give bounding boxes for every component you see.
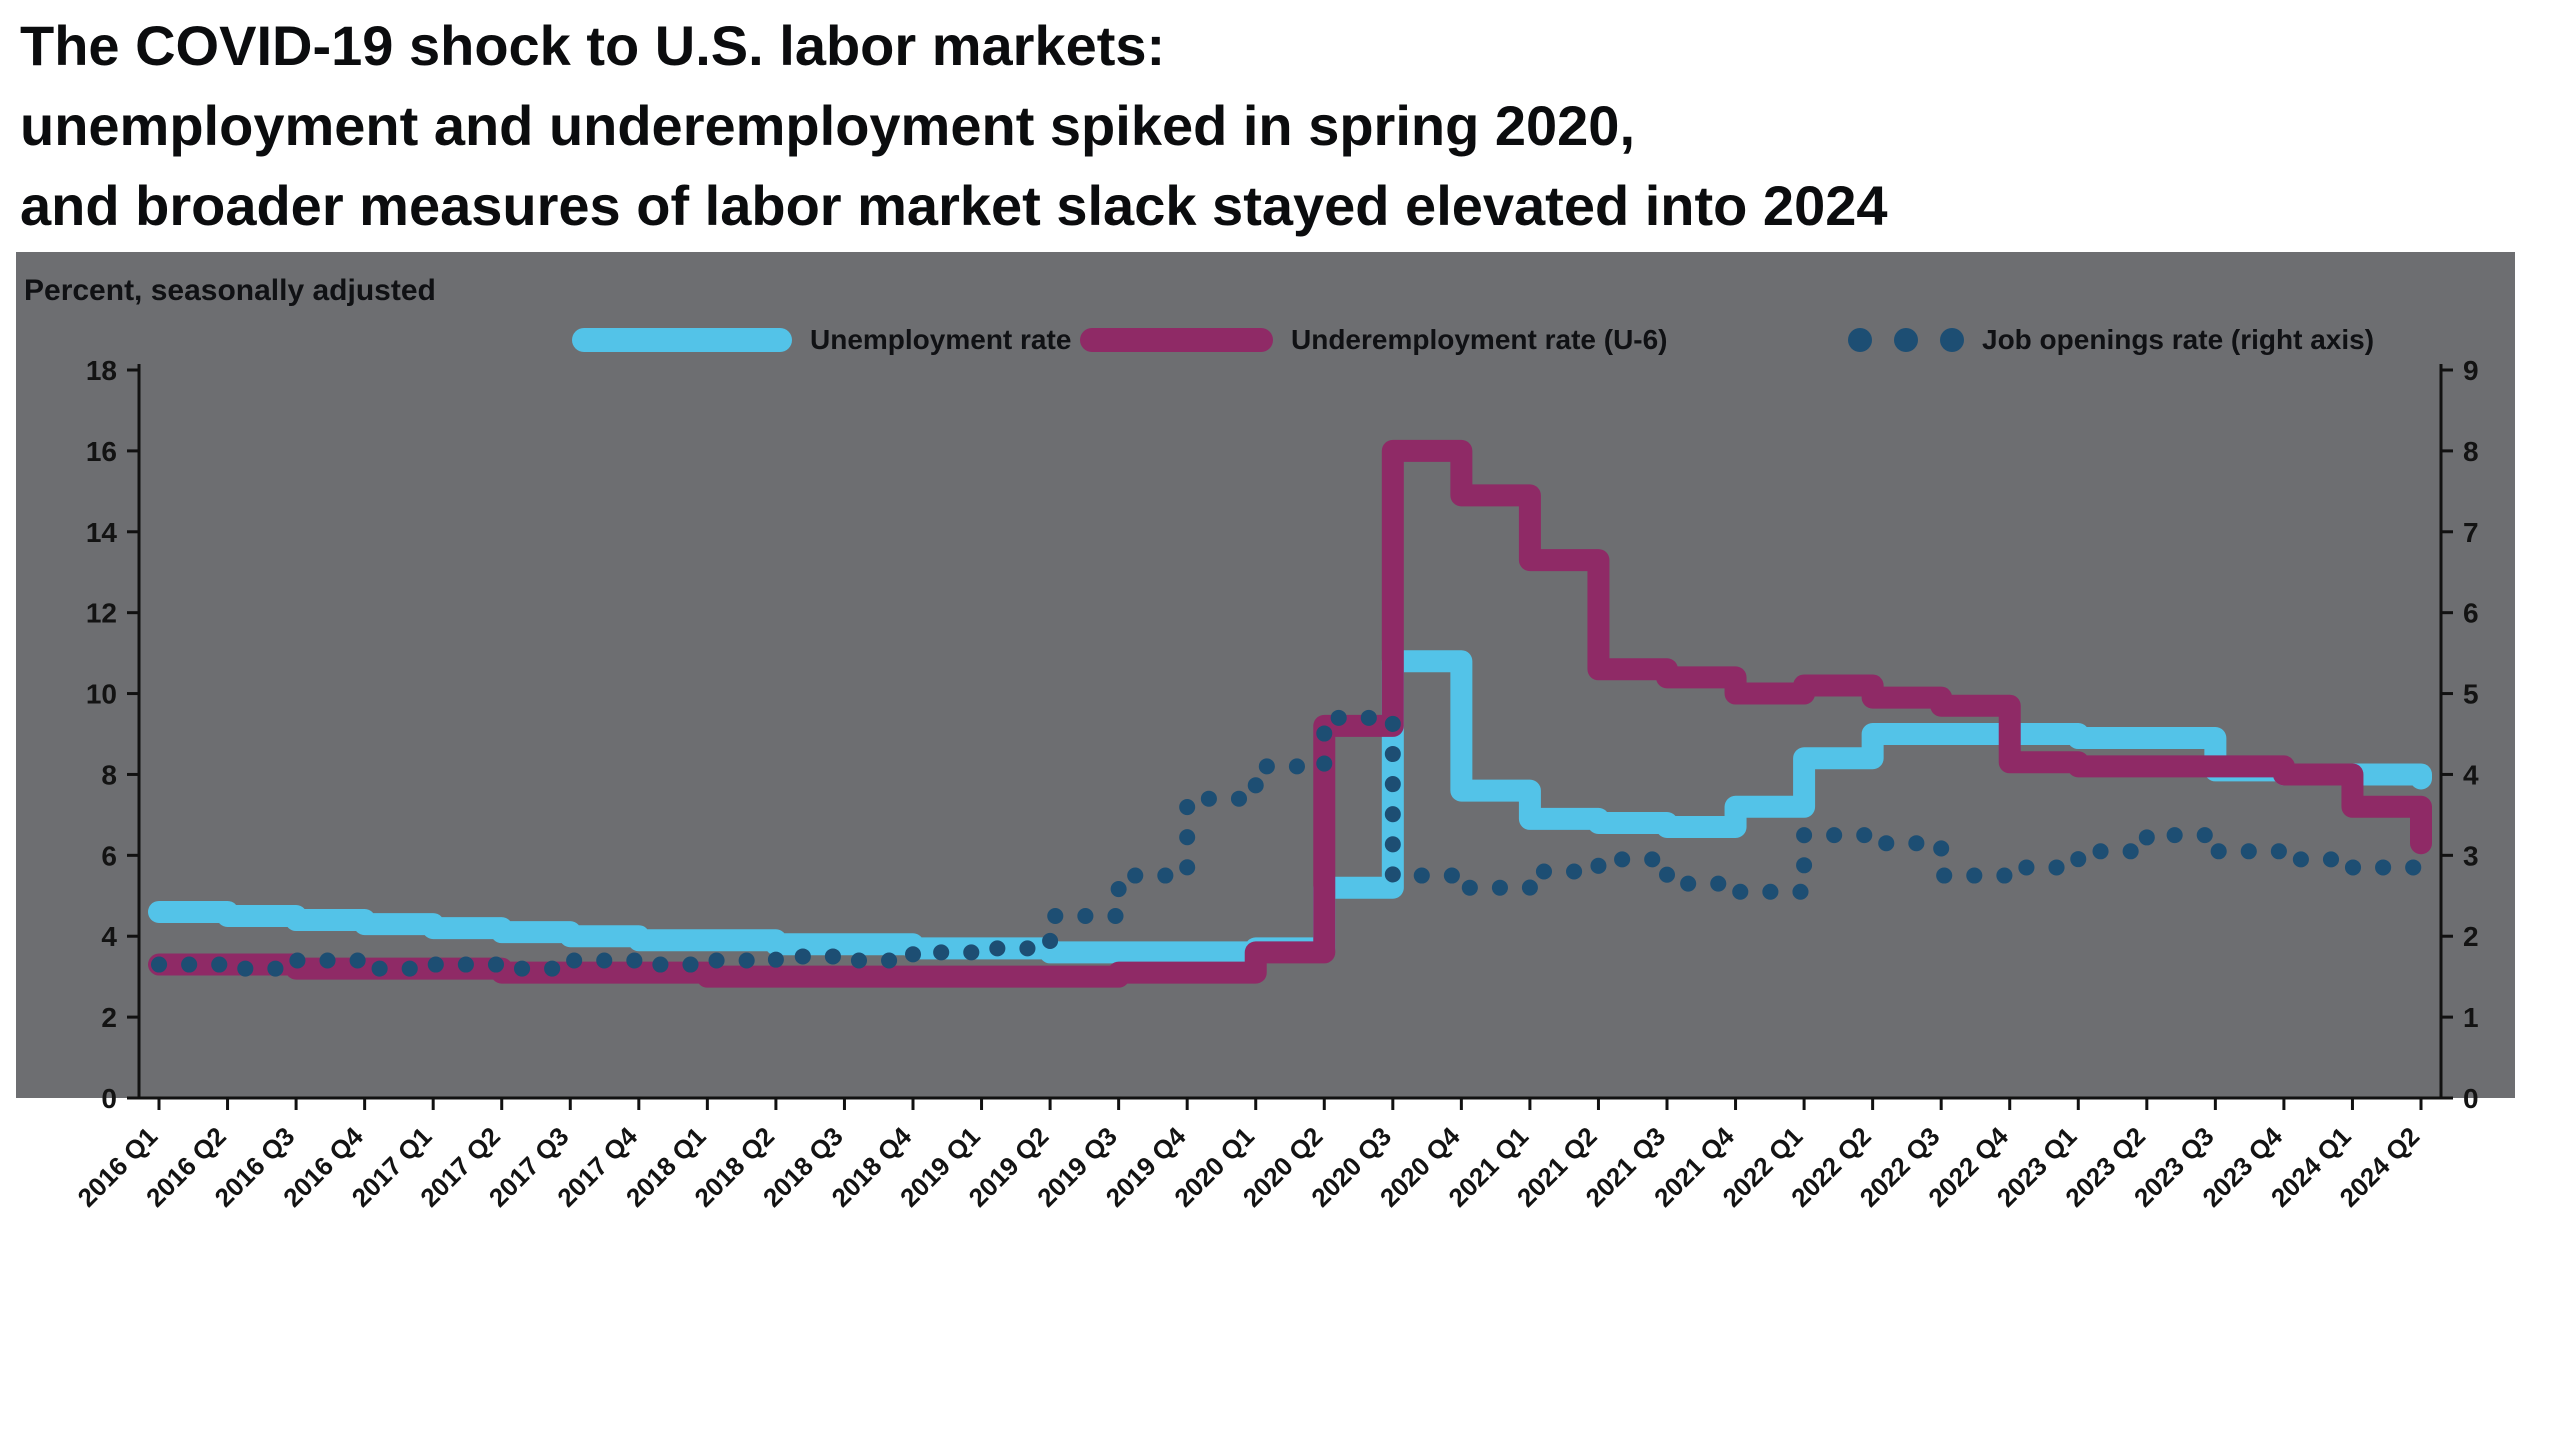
y-axis-left-tick-label: 2	[101, 1002, 117, 1033]
y-axis-left-tick-label: 6	[101, 840, 117, 871]
slide-title-line-1: The COVID-19 shock to U.S. labor markets…	[20, 14, 1166, 77]
dot-icon	[1848, 328, 1872, 352]
y-axis-right-tick-label: 2	[2463, 921, 2479, 952]
y-axis-left-tick-label: 4	[101, 921, 117, 952]
y-axis-right-tick-label: 4	[2463, 759, 2479, 790]
legend: Unemployment rate Underemployment rate (…	[16, 252, 2515, 382]
y-axis-left-tick-label: 18	[86, 355, 117, 386]
y-axis-right-tick-label: 8	[2463, 436, 2479, 467]
series-line-job-openings-rate-right-axis-	[151, 709, 2429, 977]
y-axis-right-tick-label: 6	[2463, 598, 2479, 629]
legend-item-job-openings: Job openings rate (right axis)	[1848, 318, 2374, 362]
legend-item-unemployment: Unemployment rate	[572, 318, 1071, 362]
legend-label: Unemployment rate	[810, 324, 1072, 355]
slide-title-line-3: and broader measures of labor market sla…	[20, 174, 1888, 237]
y-axis-right-tick-label: 0	[2463, 1083, 2479, 1114]
legend-swatch-solid-line	[1080, 328, 1273, 352]
y-axis-right-tick-label: 9	[2463, 355, 2479, 386]
y-axis-left-tick-label: 12	[86, 598, 117, 629]
y-axis-left-tick-label: 14	[86, 517, 118, 548]
y-axis-right-tick-label: 1	[2463, 1002, 2479, 1033]
series-line-unemployment-rate	[148, 650, 2432, 964]
y-axis-right-tick-label: 3	[2463, 840, 2479, 871]
y-axis-right-tick-label: 5	[2463, 679, 2479, 710]
y-axis-left-tick-label: 16	[86, 436, 117, 467]
legend-label: Job openings rate (right axis)	[1982, 324, 2375, 355]
y-axis-left-tick-label: 0	[101, 1083, 117, 1114]
legend-item-underemployment: Underemployment rate (U-6)	[1080, 318, 1668, 362]
legend-swatch-dotted-line	[1848, 328, 1964, 352]
axis-units-label: Percent, seasonally adjusted	[24, 274, 436, 307]
series-line-underemployment-rate-u-6-	[148, 439, 2432, 988]
slide-title-line-2: unemployment and underemployment spiked …	[20, 94, 1636, 157]
dot-icon	[1894, 328, 1918, 352]
y-axis-left-tick-label: 10	[86, 679, 117, 710]
legend-label: Underemployment rate (U-6)	[1291, 324, 1668, 355]
dot-icon	[1940, 328, 1964, 352]
slide-title: The COVID-19 shock to U.S. labor markets…	[20, 6, 2550, 246]
y-axis-right-tick-label: 7	[2463, 517, 2479, 548]
legend-swatch-solid-line	[572, 328, 792, 352]
y-axis-left-tick-label: 8	[101, 759, 117, 790]
